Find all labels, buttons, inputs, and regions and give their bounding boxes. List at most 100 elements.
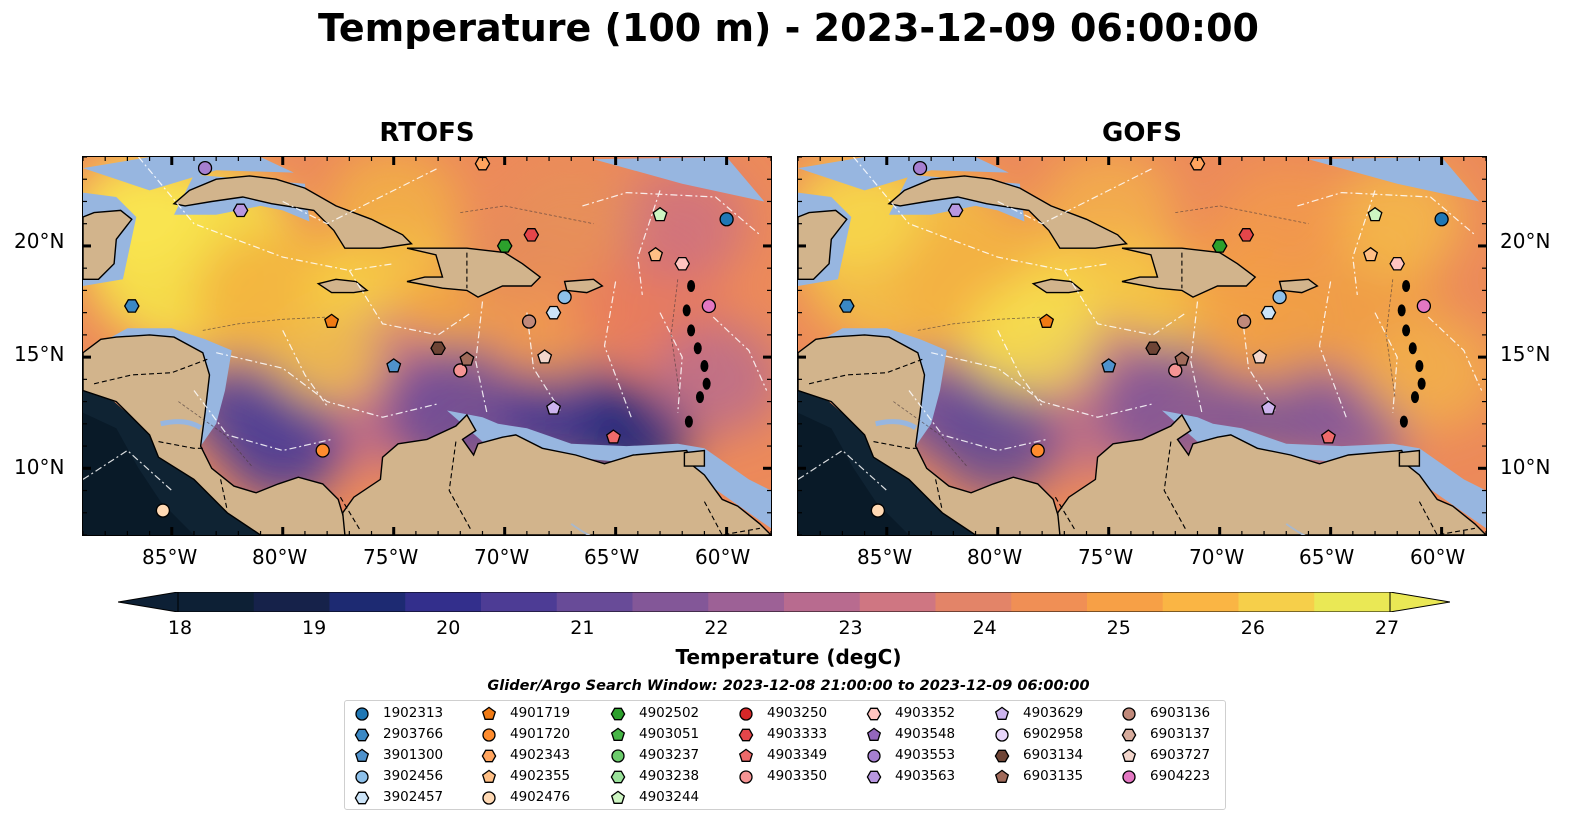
legend-marker-3902457 [354, 791, 370, 805]
shelf-area [447, 410, 771, 529]
island [1408, 342, 1417, 355]
float-marker-4901719 [324, 313, 340, 328]
legend-marker-4903349 [738, 748, 754, 762]
island [702, 377, 711, 390]
circle-marker-icon [482, 791, 496, 805]
legend-label: 4901719 [510, 705, 571, 721]
legend-label: 3901300 [383, 747, 444, 763]
colorbar-label: Temperature (degC) [675, 645, 902, 669]
circle-marker-icon [355, 707, 369, 721]
float-marker-6903135 [1174, 351, 1190, 366]
float-marker-4902343 [1189, 157, 1206, 171]
lat-label-10n-left: 10°N [14, 455, 65, 479]
shelf-area [83, 157, 294, 191]
map-panel-rtofs[interactable] [82, 156, 772, 536]
colorbar-bin [1011, 592, 1088, 612]
land-puertorico [1278, 278, 1319, 294]
legend-label: 4901720 [510, 726, 571, 742]
lon-label-75w-right: 75°W [1078, 545, 1134, 569]
island [1415, 360, 1424, 373]
float-marker-4903350 [453, 363, 468, 378]
colorbar-bin [481, 592, 558, 612]
colorbar-bin [178, 592, 255, 612]
circle-marker-icon [739, 770, 753, 784]
circle-marker-icon [355, 770, 369, 784]
legend-marker-3901300 [354, 748, 370, 762]
land-cuba [887, 175, 1128, 249]
lon-label-65w-right: 65°W [1299, 545, 1355, 569]
circle-marker-icon [1122, 707, 1136, 721]
legend-marker-4903333 [738, 728, 754, 742]
island [1399, 415, 1408, 428]
float-marker-4903352 [1389, 256, 1406, 271]
land-south [341, 413, 771, 535]
legend-label: 6903727 [1150, 747, 1211, 763]
float-marker-3901300 [386, 358, 402, 373]
legend-marker-4902343 [481, 749, 497, 763]
float-marker-6903134 [1145, 341, 1161, 356]
float-marker-4903563 [947, 203, 964, 218]
shelf-area [593, 157, 765, 202]
lon-label-70w-left: 70°W [474, 545, 530, 569]
colorbar-bin [1314, 592, 1391, 612]
float-marker-4902355 [1363, 246, 1379, 262]
legend-marker-4903244 [610, 790, 626, 804]
colorbar-bin [632, 592, 709, 612]
legend-label: 6902958 [1023, 726, 1084, 742]
pentagon-marker-icon [481, 706, 497, 720]
map-panel-gofs[interactable] [797, 156, 1487, 536]
float-marker-4902502 [496, 239, 513, 253]
float-marker-4902476 [155, 503, 171, 518]
float-marker-2903766 [123, 299, 140, 313]
circle-marker-icon [1122, 770, 1136, 784]
figure-title: Temperature (100 m) - 2023-12-09 06:00:0… [317, 6, 1259, 50]
eez-boundaries [83, 157, 768, 491]
island [700, 360, 709, 373]
land-central [798, 334, 1061, 535]
legend-label: 3902457 [383, 789, 444, 805]
float-marker-4903563 [232, 203, 249, 218]
float-marker-4903244 [652, 206, 668, 222]
legend-label: 4903352 [895, 705, 956, 721]
rtofs-map [83, 157, 771, 535]
lat-label-15n-left: 15°N [14, 342, 65, 366]
island [1402, 324, 1411, 337]
colorbar-tick-label: 24 [972, 617, 997, 639]
hexagon-marker-icon [994, 749, 1010, 763]
lon-label-80w-left: 80°W [252, 545, 308, 569]
island [693, 342, 702, 355]
legend-marker-4903352 [866, 707, 882, 721]
colorbar-bin [935, 592, 1012, 612]
float-marker-4902343 [474, 157, 491, 171]
colorbar-tick-label: 18 [167, 617, 193, 639]
legend-label: 6903134 [1023, 747, 1084, 763]
float-marker-4903352 [674, 256, 691, 271]
land-trinidad [1398, 449, 1421, 467]
colorbar-tick-label: 20 [436, 617, 461, 639]
colorbar-bin [1162, 592, 1239, 612]
lon-label-80w-right: 80°W [967, 545, 1023, 569]
island [1397, 304, 1406, 317]
float-marker-4902502 [1211, 239, 1228, 253]
hexagon-marker-icon [866, 707, 882, 721]
legend-label: 4902343 [510, 747, 571, 763]
colorbar-tick-label: 27 [1374, 617, 1400, 639]
legend-marker-3902456 [355, 770, 369, 784]
circle-marker-icon [482, 728, 496, 742]
legend-marker-1902313 [355, 707, 369, 721]
axis-ticks [798, 157, 1486, 535]
legend-marker-4903553 [867, 749, 881, 763]
float-marker-4901719 [1039, 313, 1055, 328]
legend-marker-4903548 [866, 727, 882, 741]
hexagon-marker-icon [610, 707, 626, 721]
circle-marker-icon [611, 749, 625, 763]
float-markers [123, 157, 734, 518]
legend-label: 1902313 [383, 705, 444, 721]
float-marker-3902456 [1272, 289, 1287, 305]
colorbar-bin [405, 592, 482, 612]
country-borders [808, 252, 1475, 535]
panel-title-gofs: GOFS [1102, 118, 1182, 148]
legend-label: 4903244 [639, 789, 700, 805]
colorbar-min-extend [118, 592, 179, 612]
legend-label: 4903548 [895, 726, 956, 742]
